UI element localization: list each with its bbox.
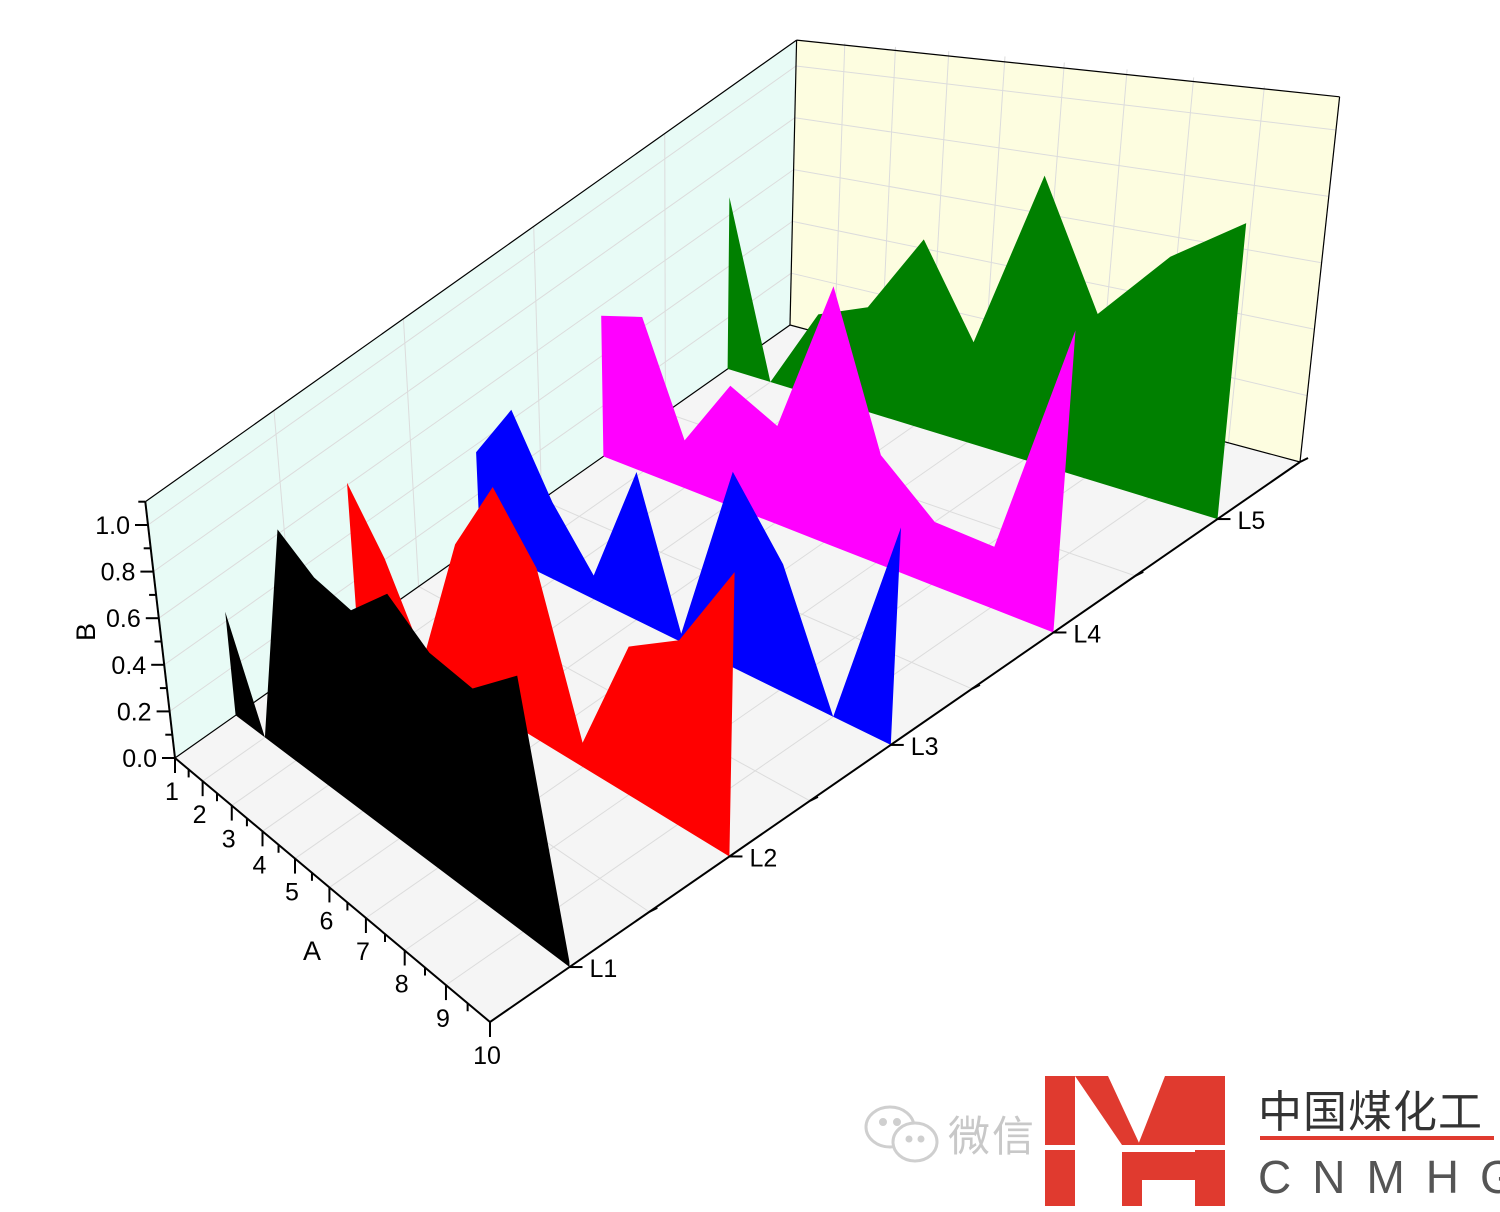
y-axis-title: B	[71, 623, 101, 641]
x-tick-label: 10	[473, 1042, 501, 1070]
z-axis-line	[489, 461, 1301, 1023]
left-wall-gridline	[158, 169, 794, 619]
left-wall-gridline	[664, 133, 666, 413]
x-tick-label: 2	[193, 801, 207, 829]
x-axis-title: A	[303, 936, 321, 966]
y-tick-label: 1.0	[95, 512, 130, 540]
left-wall-gridline	[147, 65, 797, 526]
y-tick-label: 0.2	[117, 698, 152, 726]
x-tick-label: 4	[253, 851, 267, 879]
chart-series	[225, 175, 1247, 967]
series-ribbon-L1	[225, 529, 570, 967]
wall-edge	[789, 40, 798, 326]
back-wall-gridline	[795, 65, 1337, 131]
y-tick-label: 0.6	[106, 605, 141, 633]
z-tick-label: L2	[749, 844, 777, 872]
x-tick-label: 3	[222, 826, 236, 854]
back-wall-gridline	[1227, 86, 1265, 443]
wall-edge	[1299, 96, 1341, 463]
series-ribbon-L4	[601, 286, 1076, 633]
y-tick-label: 0.4	[111, 652, 146, 680]
z-axis-tick	[971, 683, 981, 690]
z-axis-tick	[1299, 457, 1309, 463]
x-tick-label: 6	[319, 907, 333, 935]
y-axis-line	[144, 501, 176, 759]
wall-edge	[144, 39, 797, 503]
x-tick-label: 7	[356, 938, 370, 966]
back-wall-gridline	[834, 43, 846, 337]
z-axis-tick	[809, 795, 819, 802]
series-ribbon-L3	[476, 409, 901, 745]
wall-edge	[796, 39, 1340, 98]
y-tick-label: 0.0	[122, 745, 157, 773]
left-wall-gridline	[163, 220, 793, 666]
x-tick-label: 5	[285, 879, 299, 907]
z-axis-tick	[648, 906, 658, 913]
z-tick-label: L5	[1237, 507, 1265, 535]
y-tick-label: 0.8	[101, 559, 136, 587]
x-tick-label: 8	[395, 971, 409, 999]
x-tick-label: 1	[165, 778, 179, 806]
z-axis-tick	[1134, 570, 1144, 577]
series-ribbon-L5	[727, 175, 1247, 520]
left-wall-gridline	[402, 318, 420, 587]
back-wall-gridline	[794, 117, 1329, 197]
z-tick-label: L4	[1073, 620, 1101, 648]
z-tick-label: L1	[589, 955, 617, 983]
series-ribbon-L2	[347, 482, 735, 857]
left-wall-gridline	[153, 117, 796, 573]
x-axis-line	[174, 757, 491, 1023]
left-wall-gridline	[533, 226, 543, 500]
x-tick-label: 9	[436, 1005, 450, 1033]
z-tick-label: L3	[911, 733, 939, 761]
